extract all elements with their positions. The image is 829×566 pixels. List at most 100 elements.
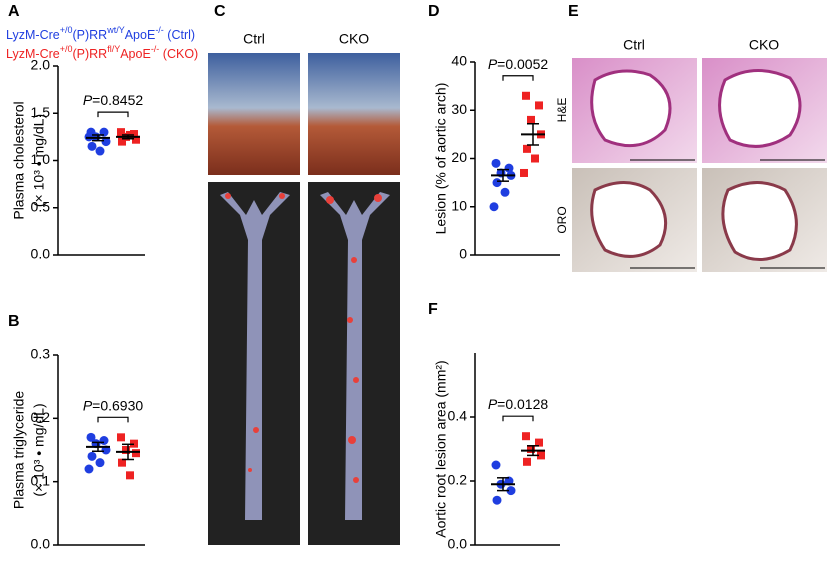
data-point — [117, 433, 125, 442]
data-point — [118, 458, 126, 467]
data-point — [522, 91, 530, 100]
data-point — [118, 137, 126, 146]
y-tick-label: 30 — [451, 101, 467, 117]
legend-text: (Ctrl) — [164, 28, 195, 42]
data-point — [117, 128, 125, 137]
legend-text: ApoE — [125, 28, 156, 42]
legend-text: (P)RR — [72, 47, 107, 61]
data-point — [126, 471, 134, 480]
data-point — [523, 144, 531, 153]
data-point — [132, 135, 140, 144]
legend-entry: LyzM-Cre+/0(P)RRwt/YApoE-/- (Ctrl) — [6, 25, 195, 42]
y-tick-label: 10 — [451, 197, 467, 213]
data-point — [527, 445, 535, 453]
scale-bar — [630, 159, 825, 269]
panel-c-images — [208, 53, 400, 545]
data-point — [492, 178, 502, 188]
p-value: P=0.6930 — [83, 397, 144, 413]
data-point — [527, 115, 535, 124]
y-axis-label: (× 10³ • mg/dL) — [31, 403, 47, 496]
data-point — [99, 436, 109, 445]
y-tick-label: 1.5 — [31, 104, 51, 120]
data-point — [101, 137, 111, 147]
p-value-text: P — [488, 55, 498, 71]
panel-label: C — [214, 3, 226, 20]
data-point — [531, 154, 539, 163]
panel-label: E — [568, 3, 579, 20]
legend-text: +/0 — [60, 44, 73, 54]
y-tick-label: 20 — [451, 149, 467, 165]
y-tick-label: 0.2 — [448, 472, 468, 488]
significance-bracket — [97, 416, 129, 423]
column-label: CKO — [749, 37, 779, 53]
row-label: H&E — [555, 98, 569, 123]
legend-text: -/- — [155, 25, 164, 35]
legend-text: -/- — [151, 44, 160, 54]
data-point — [491, 460, 501, 470]
legend-text: ApoE — [120, 47, 151, 61]
significance-bracket — [502, 75, 534, 81]
y-tick-label: 0.5 — [31, 198, 51, 214]
data-point — [132, 449, 140, 458]
p-value-text: =0.6930 — [92, 397, 143, 413]
aorta — [320, 192, 390, 520]
data-point — [84, 464, 94, 474]
y-tick-label: 2.0 — [31, 57, 51, 73]
panel-e-images — [572, 58, 827, 272]
column-label: Ctrl — [623, 37, 645, 53]
data-point — [520, 168, 528, 177]
legend-text: (CKO) — [159, 47, 198, 61]
p-value: P=0.8452 — [83, 92, 144, 108]
data-point — [95, 458, 105, 468]
data-point — [492, 495, 502, 505]
y-axis-label: (× 10³ • mg/dL) — [31, 114, 47, 207]
y-tick-label: 0 — [459, 246, 467, 262]
significance-bracket — [502, 415, 534, 422]
y-tick-label: 0.0 — [448, 536, 468, 552]
p-value: P=0.0128 — [488, 396, 549, 412]
y-axis-label: Plasma cholesterol — [11, 101, 27, 219]
legend-text: LyzM-Cre — [6, 28, 60, 42]
y-tick-label: 0.1 — [31, 472, 51, 488]
y-tick-label: 1.0 — [31, 151, 51, 167]
panel-label: D — [428, 3, 440, 20]
p-value-text: =0.0128 — [497, 396, 548, 412]
legend-text: (P)RR — [72, 28, 107, 42]
y-tick-label: 0.0 — [31, 536, 51, 552]
data-point — [523, 457, 531, 466]
panel-label: B — [8, 313, 20, 330]
aorta — [220, 192, 290, 520]
legend-entry: LyzM-Cre+/0(P)RRfl/YApoE-/- (CKO) — [6, 44, 198, 61]
data-point — [95, 146, 105, 156]
column-label: Ctrl — [243, 31, 265, 47]
column-label: CKO — [339, 31, 369, 47]
data-point — [500, 187, 510, 197]
y-axis-label: Aortic root lesion area (mm²) — [433, 360, 449, 537]
y-tick-label: 0.4 — [448, 408, 468, 424]
p-value-text: P — [83, 92, 93, 108]
legend-text: fl/Y — [107, 44, 120, 54]
data-point — [122, 446, 130, 454]
data-point — [86, 432, 96, 442]
y-tick-label: 0.0 — [31, 246, 51, 262]
p-value-text: P — [488, 396, 498, 412]
legend-text: wt/Y — [106, 25, 125, 35]
photo — [308, 53, 400, 175]
p-value-text: =0.0052 — [497, 55, 548, 71]
y-axis-label: Plasma triglyceride — [11, 391, 27, 509]
data-point — [87, 451, 97, 461]
data-point — [504, 163, 514, 173]
lesion-spots — [225, 193, 382, 483]
data-point — [537, 451, 545, 460]
legend-text: +/0 — [60, 25, 73, 35]
data-point — [535, 438, 543, 447]
data-point — [535, 101, 543, 110]
y-tick-label: 0.2 — [31, 409, 51, 425]
legend-text: LyzM-Cre — [6, 47, 60, 61]
data-point — [522, 432, 530, 441]
panel-label: F — [428, 301, 438, 318]
vessel — [590, 181, 798, 261]
row-label: ORO — [555, 206, 569, 233]
data-point — [491, 158, 501, 168]
